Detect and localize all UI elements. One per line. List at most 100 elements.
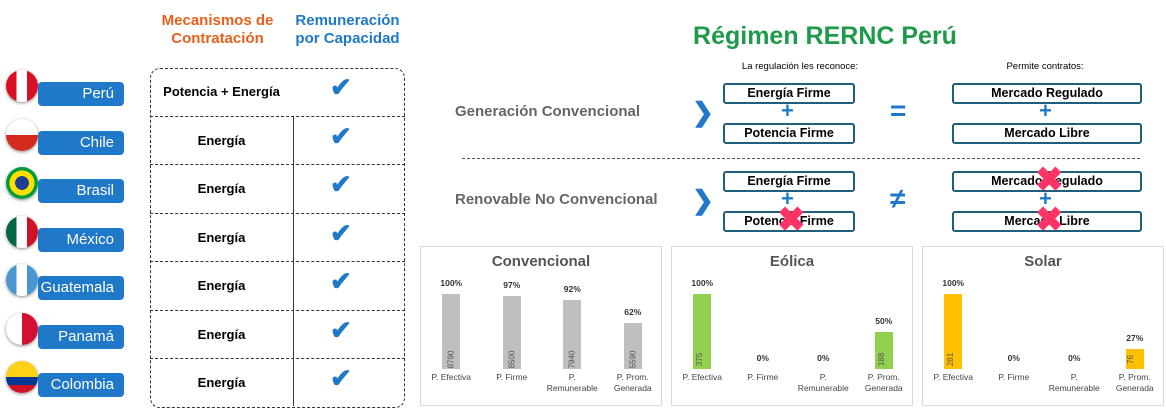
header: Mecanismos de Contratación [161, 12, 274, 47]
item-box: Mercado Libre [952, 211, 1142, 232]
country: Colombia [38, 373, 124, 397]
flag-icon [6, 312, 38, 345]
bar [944, 294, 963, 369]
row-line [150, 358, 405, 359]
check-icon: ✔ [330, 363, 352, 393]
bar-label: 281 [946, 352, 956, 367]
x-tick-label: P. Firme [496, 372, 528, 382]
row-line [150, 115, 405, 117]
plus-icon: + [781, 186, 794, 211]
flag-icon [6, 361, 38, 393]
x-tick-label: P. Efectiva [933, 372, 974, 382]
row-label: Generación Convencional [455, 103, 641, 120]
value-label: 0% [1068, 353, 1081, 363]
value-label: 92% [563, 284, 581, 294]
relation-icon: ≠ [890, 183, 906, 214]
flag-icon [6, 264, 38, 296]
relation-icon: = [890, 95, 907, 126]
mechanism: Energía [197, 375, 246, 390]
row-line [150, 164, 405, 165]
plus-icon: + [781, 98, 794, 123]
bar-label: 375 [695, 352, 705, 367]
item-box: Energía Firme [723, 171, 855, 192]
x-tick-label: P. Prom. Generada [613, 372, 652, 393]
chart-panel: Eólica 100% 375 P. Efectiva 0% P. Firme 0% P. R… [671, 246, 913, 406]
value-label: 27% [1126, 332, 1144, 343]
bar [442, 294, 461, 369]
arrow-icon: ❯ [692, 185, 714, 215]
bar-label: 7940 [567, 350, 577, 369]
title: Régimen RERNC Perú [693, 22, 957, 50]
separator [462, 158, 1140, 159]
check-icon: ✔ [330, 314, 352, 345]
chart-panel: Solar 100% 281 P. Efectiva 0% P. Firme 0% P. Re… [922, 246, 1164, 406]
value-label: 100% [440, 278, 463, 288]
value-label: 0% [1007, 353, 1020, 363]
bar-label: 188 [876, 352, 886, 367]
cross-icon: ✖ [1035, 201, 1064, 239]
x-tick-label: P. Prom. Generada [1115, 372, 1154, 393]
flag-icon [6, 70, 38, 102]
item-box: Energía Firme [723, 83, 855, 104]
mechanism: Potencia + Energía [163, 84, 280, 99]
flag-icon [6, 215, 38, 248]
country: Panamá [38, 324, 124, 349]
bar [502, 296, 521, 369]
x-tick-label: P. Remunerable [1048, 372, 1100, 393]
check-icon: ✔ [330, 217, 352, 248]
bar-label: 8500 [507, 350, 517, 369]
value-label: 100% [691, 278, 714, 288]
arrow-icon: ❯ [692, 97, 714, 127]
x-tick-label: P. Prom. Generada [864, 372, 903, 393]
cross-icon: ✖ [1035, 161, 1064, 199]
mechanism: Energía [197, 181, 246, 196]
chart-title: Solar [1024, 253, 1062, 270]
value-label: 97% [503, 280, 521, 291]
check-icon: ✔ [330, 266, 352, 296]
x-tick-label: P. Efectiva [431, 372, 472, 382]
item-box: Potencia Firme [723, 123, 855, 144]
row-line [150, 261, 405, 262]
mechanism: Energía [197, 326, 246, 342]
value-label: 62% [624, 306, 642, 317]
value-label: 100% [942, 278, 965, 288]
value-label: 0% [817, 353, 830, 363]
check-icon: ✔ [330, 72, 352, 102]
x-tick-label: P. Firme [747, 372, 779, 382]
row-label: Renovable No Convencional [455, 191, 658, 208]
flag-icon [6, 118, 38, 151]
check-icon: ✔ [330, 169, 352, 199]
plus-icon: + [1039, 98, 1052, 123]
caption: Permite contratos: [1006, 61, 1084, 72]
x-tick-label: P. Remunerable [546, 372, 598, 393]
x-tick-label: P. Firme [998, 372, 1030, 382]
bar [693, 294, 712, 369]
item-box: Mercado Regulado [952, 171, 1142, 192]
country: Guatemala [38, 276, 124, 300]
mechanism: Energía [197, 229, 246, 245]
mechanism: Energía [197, 132, 246, 148]
caption: La regulación les reconoce: [741, 61, 859, 72]
cross-icon: ✖ [777, 201, 806, 239]
bar-label: 76 [1125, 355, 1135, 364]
chart-title: Convencional [491, 253, 591, 270]
row-line [150, 309, 405, 311]
bar-label: 8790 [446, 350, 456, 369]
mechanism: Energía [197, 278, 246, 293]
item-box: Potencia Firme [723, 211, 855, 232]
chart-panel: Convencional 100% 8790 P. Efectiva 97% 8500 P.… [420, 246, 662, 406]
flag-icon [6, 167, 38, 199]
bar [623, 322, 642, 369]
country: Perú [38, 82, 124, 106]
item-box: Mercado Libre [952, 123, 1142, 144]
check-icon: ✔ [330, 120, 352, 151]
country: México [38, 227, 124, 252]
header: Remuneración por Capacidad [295, 12, 400, 47]
row-line [150, 212, 405, 214]
country: Brasil [38, 179, 124, 203]
plus-icon: + [1039, 186, 1052, 211]
country: Chile [38, 130, 124, 155]
item-box: Mercado Regulado [952, 83, 1142, 104]
x-tick-label: P. Efectiva [682, 372, 723, 382]
